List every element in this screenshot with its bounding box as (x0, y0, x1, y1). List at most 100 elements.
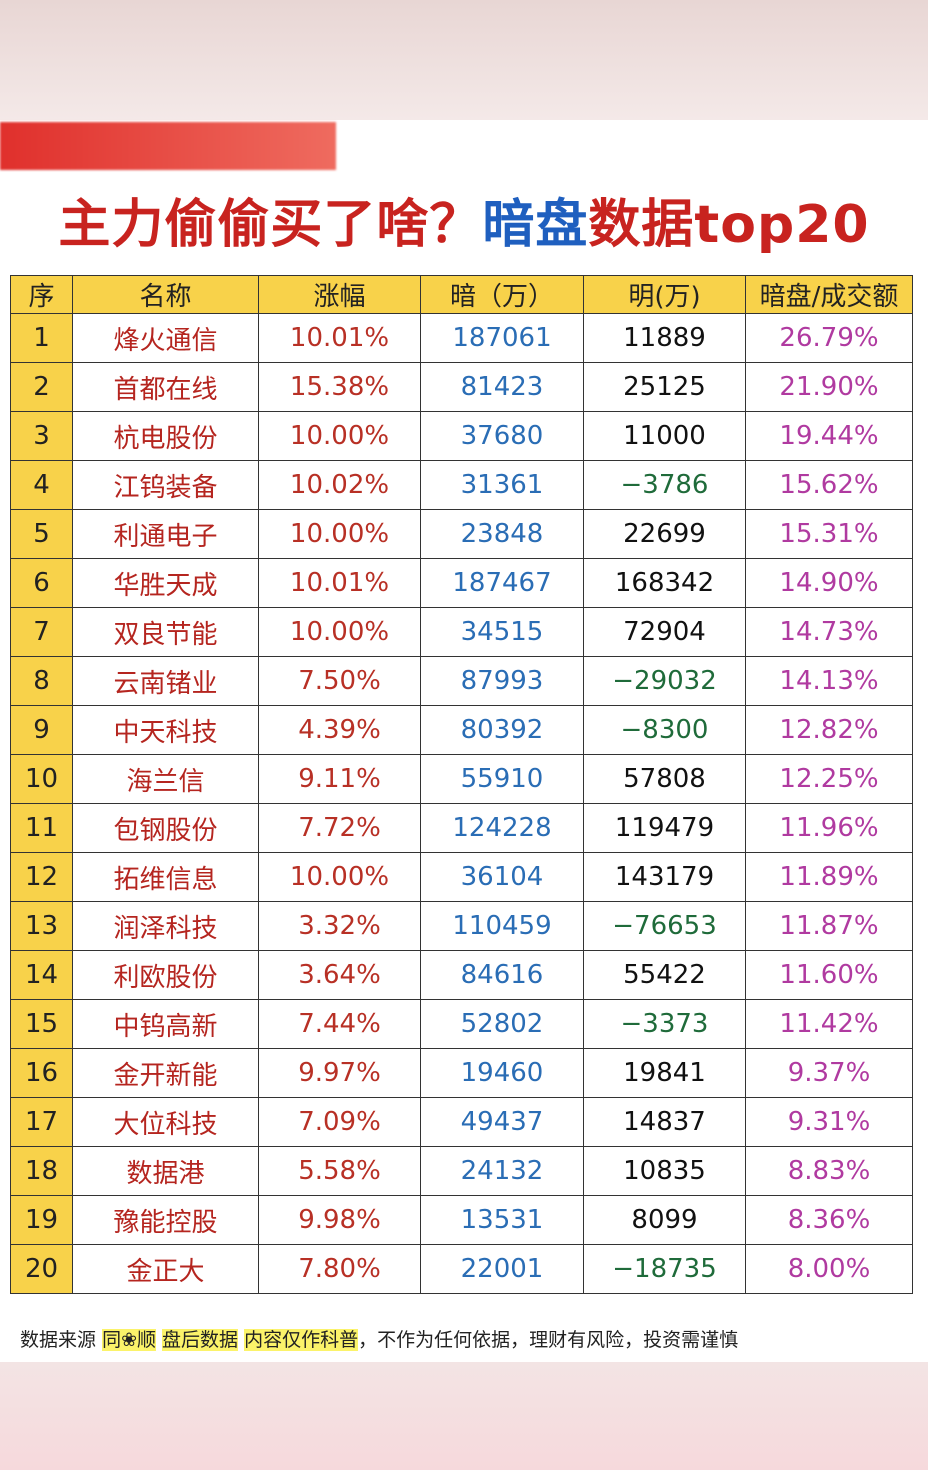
cell: 包钢股份 (72, 803, 259, 853)
cell: 豫能控股 (72, 1195, 259, 1245)
cell: 烽火通信 (72, 313, 259, 363)
title-part: 暗盘 (482, 195, 589, 255)
table-row: 13 润泽科技 3.32% 110459 −76653 11.87% (10, 901, 913, 951)
footer-text: 数据来源 (20, 1329, 97, 1351)
cell: 10.00% (258, 852, 421, 902)
header-cell: 名称 (72, 275, 259, 314)
cell: 9.98% (258, 1195, 421, 1245)
header-cell: 涨幅 (258, 275, 421, 314)
cell: 10835 (583, 1146, 746, 1196)
cell: −8300 (583, 705, 746, 755)
cell: 57808 (583, 754, 746, 804)
cell: 80392 (420, 705, 584, 755)
cell: 润泽科技 (72, 901, 259, 951)
footer-highlight: 同❀顺 (102, 1329, 156, 1351)
cell: 15 (10, 999, 73, 1049)
table-row: 3 杭电股份 10.00% 37680 11000 19.44% (10, 411, 913, 461)
cell: 11.96% (745, 803, 913, 853)
table-row: 14 利欧股份 3.64% 84616 55422 11.60% (10, 950, 913, 1000)
cell: 31361 (420, 460, 584, 510)
cell: 14837 (583, 1097, 746, 1147)
table-row: 19 豫能控股 9.98% 13531 8099 8.36% (10, 1195, 913, 1245)
cell: 中钨高新 (72, 999, 259, 1049)
cell: 14.13% (745, 656, 913, 706)
cell: 55422 (583, 950, 746, 1000)
cell: 7.72% (258, 803, 421, 853)
table-row: 5 利通电子 10.00% 23848 22699 15.31% (10, 509, 913, 559)
cell: 9.11% (258, 754, 421, 804)
footer-text: ，不作为任何依据，理财有风险，投资需谨慎 (358, 1329, 739, 1351)
cell: 10.01% (258, 313, 421, 363)
cell: 36104 (420, 852, 584, 902)
cell: 10.00% (258, 411, 421, 461)
cell: 10 (10, 754, 73, 804)
cell: 19460 (420, 1048, 584, 1098)
cell: 19841 (583, 1048, 746, 1098)
cell: 84616 (420, 950, 584, 1000)
header-cell: 序 (10, 275, 73, 314)
cell: 21.90% (745, 362, 913, 412)
cell: 金正大 (72, 1244, 259, 1294)
cell: 34515 (420, 607, 584, 657)
cell: −76653 (583, 901, 746, 951)
data-table: 序名称 涨幅 暗（万） 明(万) 暗盘/成交额 1 烽火通信 10.01% 187061 118… (10, 275, 913, 1294)
cell: 19 (10, 1195, 73, 1245)
title: 主力偷偷买了啥？暗盘数据top20 (0, 182, 928, 257)
cell: 11.87% (745, 901, 913, 951)
cell: 13 (10, 901, 73, 951)
cell: 187061 (420, 313, 584, 363)
table-row: 20 金正大 7.80% 22001 −18735 8.00% (10, 1244, 913, 1294)
cell: 2 (10, 362, 73, 412)
cell: 1 (10, 313, 73, 363)
cell: 81423 (420, 362, 584, 412)
cell: 14.73% (745, 607, 913, 657)
footer-highlight: 内容仅作科普 (244, 1329, 359, 1351)
cell: 7.80% (258, 1244, 421, 1294)
cell: 17 (10, 1097, 73, 1147)
table-row: 8 云南锗业 7.50% 87993 −29032 14.13% (10, 656, 913, 706)
cell: 15.38% (258, 362, 421, 412)
cell: 10.00% (258, 607, 421, 657)
cell: 52802 (420, 999, 584, 1049)
table-row: 6 华胜天成 10.01% 187467 168342 14.90% (10, 558, 913, 608)
cell: 11.42% (745, 999, 913, 1049)
cell: 8099 (583, 1195, 746, 1245)
table-row: 12 拓维信息 10.00% 36104 143179 11.89% (10, 852, 913, 902)
cell: 11.89% (745, 852, 913, 902)
cell: 22699 (583, 509, 746, 559)
table-row: 10 海兰信 9.11% 55910 57808 12.25% (10, 754, 913, 804)
cell: 15.31% (745, 509, 913, 559)
banner (0, 122, 336, 170)
table-row: 2 首都在线 15.38% 81423 25125 21.90% (10, 362, 913, 412)
cell: 9.37% (745, 1048, 913, 1098)
cell: 14.90% (745, 558, 913, 608)
cell: 4.39% (258, 705, 421, 755)
cell: 双良节能 (72, 607, 259, 657)
cell: 19.44% (745, 411, 913, 461)
cell: 7.09% (258, 1097, 421, 1147)
cell: 11000 (583, 411, 746, 461)
footer-highlight: 盘后数据 (162, 1329, 239, 1351)
table-row: 17 大位科技 7.09% 49437 14837 9.31% (10, 1097, 913, 1147)
cell: −3373 (583, 999, 746, 1049)
cell: 8.36% (745, 1195, 913, 1245)
bottom-background (0, 1362, 928, 1470)
cell: 12.25% (745, 754, 913, 804)
cell: 49437 (420, 1097, 584, 1147)
cell: 4 (10, 460, 73, 510)
cell: 海兰信 (72, 754, 259, 804)
cell: 15.62% (745, 460, 913, 510)
cell: 23848 (420, 509, 584, 559)
table-row: 4 江钨装备 10.02% 31361 −3786 15.62% (10, 460, 913, 510)
cell: 华胜天成 (72, 558, 259, 608)
cell: 金开新能 (72, 1048, 259, 1098)
footer: 数据来源 同❀顺 盘后数据 内容仅作科普，不作为任何依据，理财有风险，投资需谨慎 (20, 1325, 738, 1352)
cell: 7 (10, 607, 73, 657)
cell: 11889 (583, 313, 746, 363)
title-part: 数据top20 (588, 195, 870, 255)
table-row: 15 中钨高新 7.44% 52802 −3373 11.42% (10, 999, 913, 1049)
header-row: 序名称 涨幅 暗（万） 明(万) 暗盘/成交额 (10, 275, 913, 314)
cell: 37680 (420, 411, 584, 461)
cell: 3.64% (258, 950, 421, 1000)
cell: 7.44% (258, 999, 421, 1049)
